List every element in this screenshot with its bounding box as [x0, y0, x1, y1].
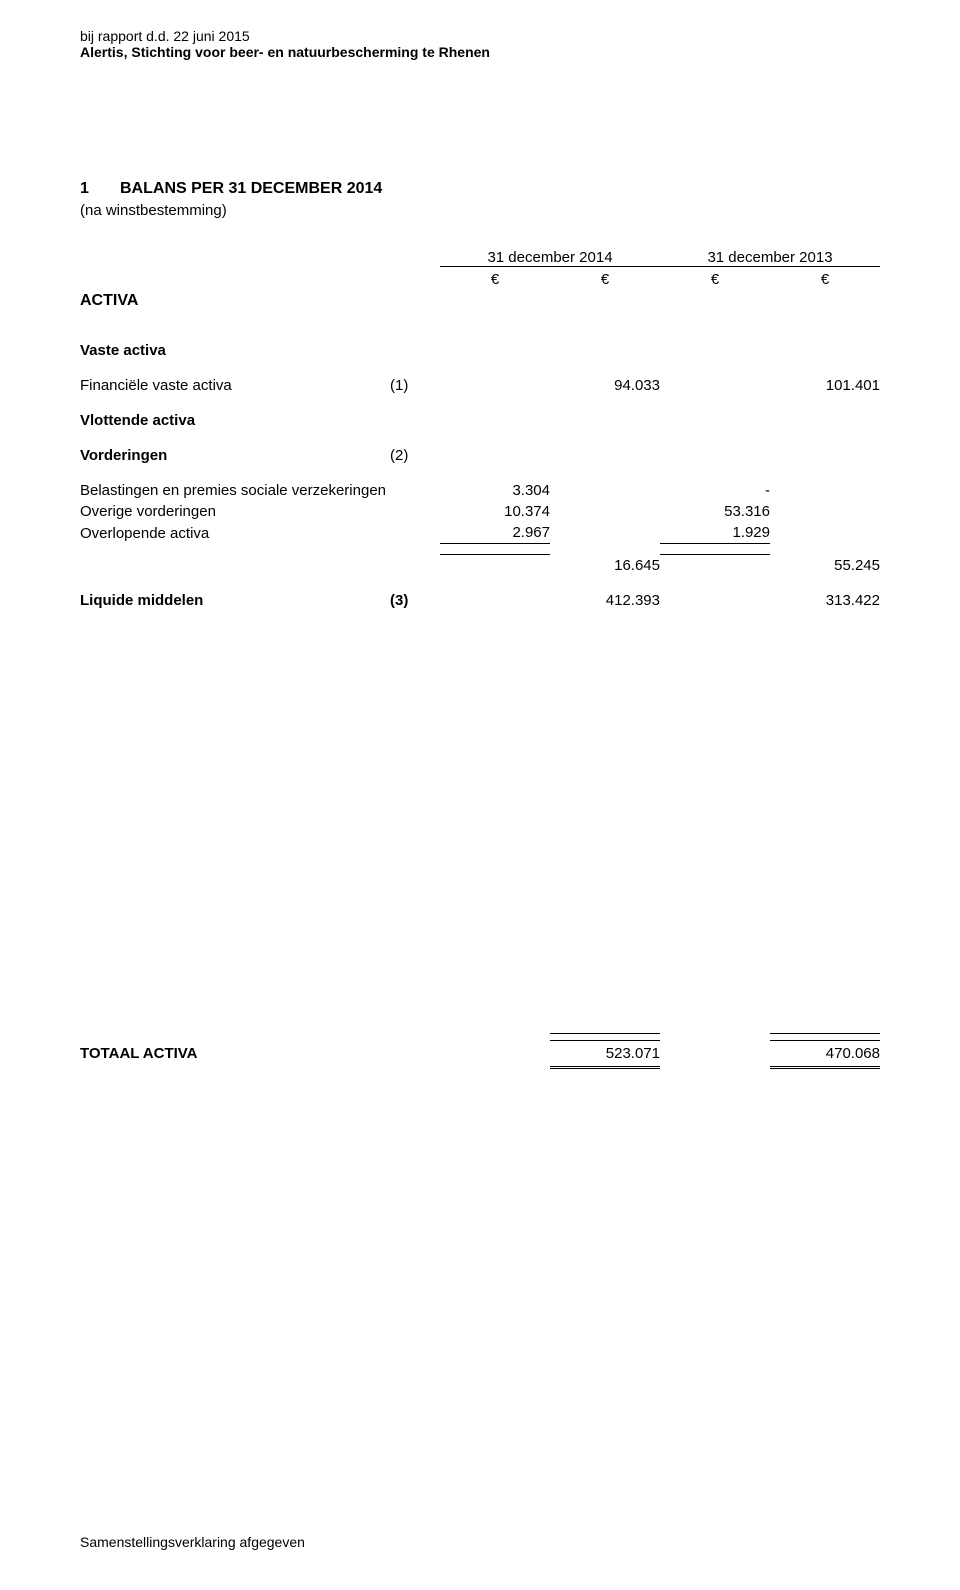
subtotal-spacer: [80, 544, 880, 555]
belastingen-2013: -: [660, 480, 770, 501]
overlopende-activa-label: Overlopende activa: [80, 522, 390, 544]
pre-total-line-row: [80, 1031, 880, 1043]
totaal-activa-2013: 470.068: [770, 1043, 880, 1064]
date-left: 31 december 2014: [440, 249, 660, 267]
overige-vorderingen-2014: 10.374: [440, 501, 550, 522]
vorderingen-heading: Vorderingen: [80, 445, 390, 466]
belastingen-2014: 3.304: [440, 480, 550, 501]
activa-heading-row: ACTIVA: [80, 290, 880, 312]
vaste-activa-heading: Vaste activa: [80, 340, 390, 361]
section-title-text: BALANS PER 31 DECEMBER 2014: [120, 180, 382, 197]
activa-heading: ACTIVA: [80, 290, 390, 312]
overige-vorderingen-label: Overige vorderingen: [80, 501, 390, 522]
totaal-activa-2014: 523.071: [550, 1043, 660, 1064]
euro-symbol: €: [770, 269, 880, 290]
belastingen-row: Belastingen en premies sociale verzekeri…: [80, 480, 880, 501]
fin-vaste-activa-2013: 101.401: [770, 375, 880, 396]
date-header-row: 31 december 2014 31 december 2013: [80, 247, 880, 269]
overlopende-activa-2014: 2.967: [440, 522, 550, 544]
vlottende-activa-heading-row: Vlottende activa: [80, 410, 880, 431]
overige-vorderingen-2013: 53.316: [660, 501, 770, 522]
totaal-activa-label: TOTAAL ACTIVA: [80, 1043, 390, 1064]
liquide-note: (3): [390, 590, 440, 611]
liquide-row: Liquide middelen (3) 412.393 313.422: [80, 590, 880, 611]
currency-row: € € € €: [80, 269, 880, 290]
liquide-2013: 313.422: [770, 590, 880, 611]
euro-symbol: €: [550, 269, 660, 290]
overlopende-activa-2013: 1.929: [660, 522, 770, 544]
fin-vaste-activa-note: (1): [390, 375, 440, 396]
section-title: 1BALANS PER 31 DECEMBER 2014: [80, 180, 880, 198]
liquide-label: Liquide middelen: [80, 590, 390, 611]
section-number: 1: [80, 180, 120, 198]
footer-text: Samenstellingsverklaring afgegeven: [80, 1534, 305, 1550]
belastingen-label: Belastingen en premies sociale verzekeri…: [80, 480, 390, 501]
report-header-date: bij rapport d.d. 22 juni 2015: [80, 28, 880, 44]
liquide-2014: 412.393: [550, 590, 660, 611]
overige-vorderingen-row: Overige vorderingen 10.374 53.316: [80, 501, 880, 522]
vorderingen-heading-row: Vorderingen (2): [80, 445, 880, 466]
euro-symbol: €: [440, 269, 550, 290]
page: bij rapport d.d. 22 juni 2015 Alertis, S…: [0, 0, 960, 1590]
subtotal-vlottende-2014: 16.645: [550, 555, 660, 576]
fin-vaste-activa-row: Financiële vaste activa (1) 94.033 101.4…: [80, 375, 880, 396]
fin-vaste-activa-label: Financiële vaste activa: [80, 375, 390, 396]
date-right: 31 december 2013: [660, 249, 880, 267]
vaste-activa-heading-row: Vaste activa: [80, 340, 880, 361]
vorderingen-note: (2): [390, 445, 440, 466]
totaal-activa-row: TOTAAL ACTIVA 523.071 470.068: [80, 1043, 880, 1064]
section-subtitle: (na winstbestemming): [80, 202, 880, 219]
report-header-org: Alertis, Stichting voor beer- en natuurb…: [80, 44, 880, 60]
post-total-line-row: [80, 1064, 880, 1071]
balance-table: 31 december 2014 31 december 2013 € € € …: [80, 247, 880, 1071]
subtotal-vlottende-row: 16.645 55.245: [80, 555, 880, 576]
euro-symbol: €: [660, 269, 770, 290]
vlottende-activa-heading: Vlottende activa: [80, 410, 390, 431]
fin-vaste-activa-2014: 94.033: [550, 375, 660, 396]
overlopende-activa-row: Overlopende activa 2.967 1.929: [80, 522, 880, 544]
subtotal-vlottende-2013: 55.245: [770, 555, 880, 576]
